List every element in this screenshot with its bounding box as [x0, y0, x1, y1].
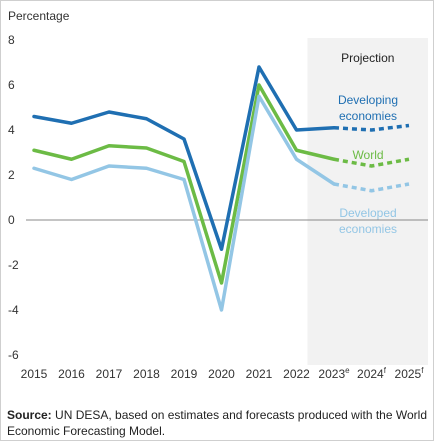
x-tick-label: 2025f: [395, 366, 425, 381]
y-axis-label: Percentage: [8, 9, 70, 23]
source-text: UN DESA, based on estimates and forecast…: [7, 408, 427, 438]
series-line-solid: [32, 65, 336, 251]
y-tick-label: -2: [8, 258, 19, 272]
x-tick-label: 2018: [133, 367, 160, 381]
y-tick-label: 6: [8, 78, 15, 92]
series-label: economies: [339, 109, 397, 123]
y-tick-label: -4: [8, 303, 19, 317]
projection-band: [307, 38, 428, 365]
y-tick-label: 2: [8, 168, 15, 182]
x-tick-label: 2022: [283, 367, 310, 381]
series-line-solid: [32, 83, 336, 285]
projection-label: Projection: [341, 51, 394, 65]
series-line-solid: [32, 94, 336, 312]
x-tick-label: 2019: [171, 367, 198, 381]
source-prefix: Source:: [7, 408, 52, 422]
series-label: economies: [339, 222, 397, 236]
series-line-projection: [333, 182, 410, 193]
x-tick-label: 2023e: [318, 366, 350, 381]
series-line-projection: [333, 123, 410, 132]
x-tick-label: 2016: [58, 367, 85, 381]
source-note: Source: UN DESA, based on estimates and …: [7, 407, 427, 439]
x-tick-label: 2021: [246, 367, 273, 381]
y-tick-label: 0: [8, 213, 15, 227]
x-tick-label: 2015: [21, 367, 48, 381]
y-tick-label: 4: [8, 123, 15, 137]
series-label: Developing: [338, 93, 398, 107]
x-axis-ticks: 2015 2016 2017 2018 2019 2020 2021 2022 2023e 202…: [21, 366, 425, 381]
x-tick-label: 2024f: [357, 366, 387, 381]
y-tick-label: -6: [8, 348, 19, 362]
series-line-projection: [333, 157, 410, 168]
x-tick-superscript: e: [345, 366, 350, 375]
series-labels: Developing economies World Developed economi…: [338, 93, 398, 236]
series-label: Developed: [339, 206, 396, 220]
series-lines: [32, 65, 410, 312]
series-label: World: [352, 148, 383, 162]
x-tick-superscript: f: [421, 366, 424, 375]
x-tick-superscript: f: [384, 366, 387, 375]
x-tick-label: 2017: [96, 367, 123, 381]
y-axis-ticks: -6 -4 -2 0 2 4 6 8: [8, 33, 19, 362]
x-tick-label: 2020: [208, 367, 235, 381]
y-tick-label: 8: [8, 33, 15, 47]
